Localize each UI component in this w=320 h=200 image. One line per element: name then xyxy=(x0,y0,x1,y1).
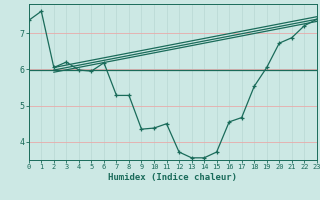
X-axis label: Humidex (Indice chaleur): Humidex (Indice chaleur) xyxy=(108,173,237,182)
